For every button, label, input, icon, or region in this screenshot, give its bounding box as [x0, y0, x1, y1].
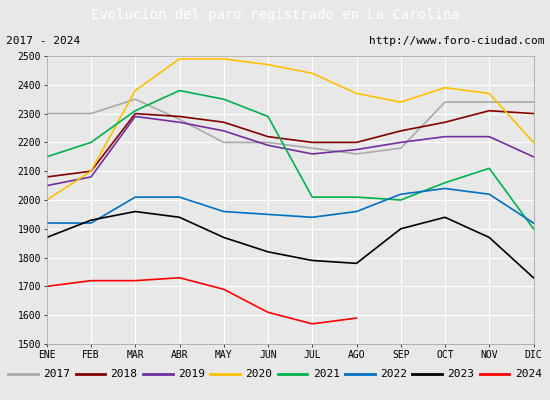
Text: 2022: 2022 — [380, 369, 407, 379]
Text: 2019: 2019 — [178, 369, 205, 379]
Text: 2021: 2021 — [313, 369, 340, 379]
Text: http://www.foro-ciudad.com: http://www.foro-ciudad.com — [369, 36, 544, 46]
Text: 2023: 2023 — [448, 369, 475, 379]
Text: 2017 - 2024: 2017 - 2024 — [6, 36, 80, 46]
Text: 2024: 2024 — [515, 369, 542, 379]
Text: Evolucion del paro registrado en La Carolina: Evolucion del paro registrado en La Caro… — [91, 8, 459, 22]
Text: 2017: 2017 — [43, 369, 70, 379]
Text: 2020: 2020 — [245, 369, 272, 379]
Text: 2018: 2018 — [111, 369, 138, 379]
